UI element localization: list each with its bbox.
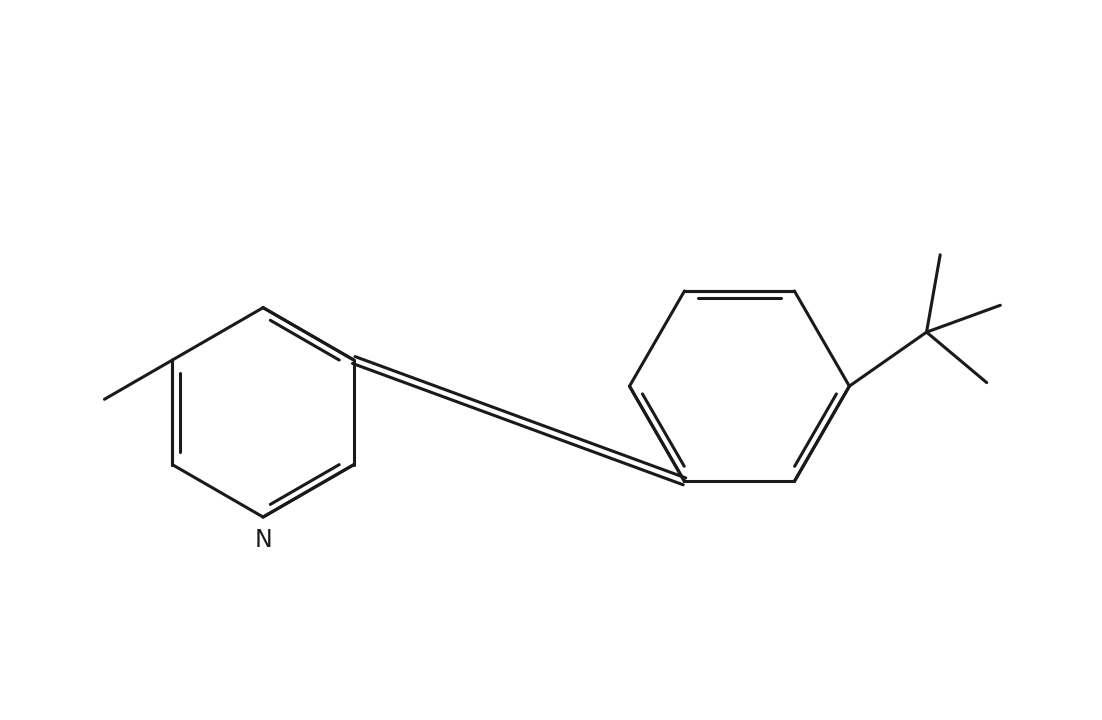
Text: N: N [255,528,272,552]
